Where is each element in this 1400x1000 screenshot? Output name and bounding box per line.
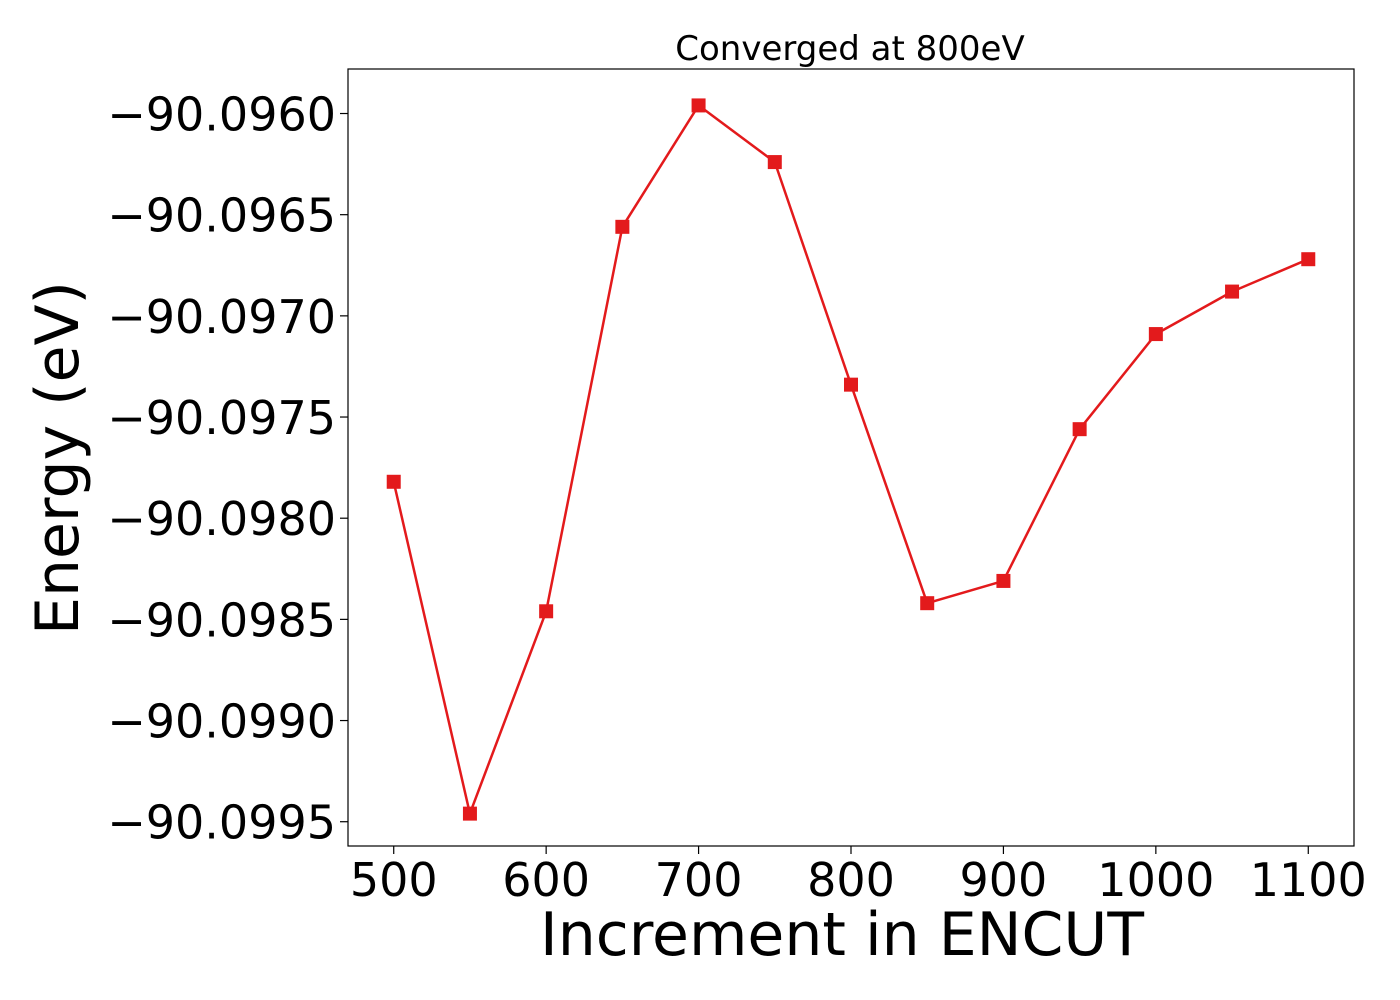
data-point-marker [386, 474, 401, 489]
data-point-marker [1072, 422, 1087, 437]
data-point-marker [1301, 252, 1316, 267]
x-tick-label: 800 [807, 853, 895, 907]
y-tick-label: −90.0985 [107, 593, 336, 647]
plot-frame [347, 68, 1355, 847]
y-tick-label: −90.0995 [107, 796, 336, 850]
series-line [392, 104, 1309, 815]
data-point-marker [691, 98, 706, 113]
data-point-marker [462, 806, 477, 821]
y-axis-label: Energy (eV) [23, 281, 93, 635]
data-point-marker [1225, 284, 1240, 299]
x-tick-label: 600 [502, 853, 590, 907]
data-point-marker [1148, 327, 1163, 342]
data-point-marker [767, 155, 782, 170]
data-point-marker [996, 573, 1011, 588]
x-axis-ticks: 500 600 700 800 900 1000 1100 [350, 846, 1367, 907]
chart-title: Converged at 800eV [675, 29, 1024, 69]
data-point-marker [920, 596, 935, 611]
y-axis-ticks: −90.0960 −90.0965 −90.0970 −90.0975 −90.0980… [107, 88, 348, 850]
data-point-marker [615, 219, 630, 234]
data-point-marker [844, 377, 858, 392]
y-tick-label: −90.0975 [107, 391, 336, 445]
y-tick-label: −90.0990 [107, 695, 336, 749]
x-tick-label: 1100 [1250, 853, 1367, 907]
x-tick-label: 900 [960, 853, 1048, 907]
data-point-marker [539, 604, 554, 619]
x-axis-label: Increment in ENCUT [540, 900, 1144, 970]
plot-area [386, 98, 1316, 821]
x-tick-label: 500 [350, 853, 438, 907]
x-tick-label: 1000 [1097, 853, 1214, 907]
y-tick-label: −90.0980 [107, 492, 336, 546]
y-tick-label: −90.0965 [107, 189, 336, 243]
y-tick-label: −90.0960 [107, 88, 336, 142]
x-tick-label: 700 [655, 853, 743, 907]
y-tick-label: −90.0970 [107, 290, 336, 344]
